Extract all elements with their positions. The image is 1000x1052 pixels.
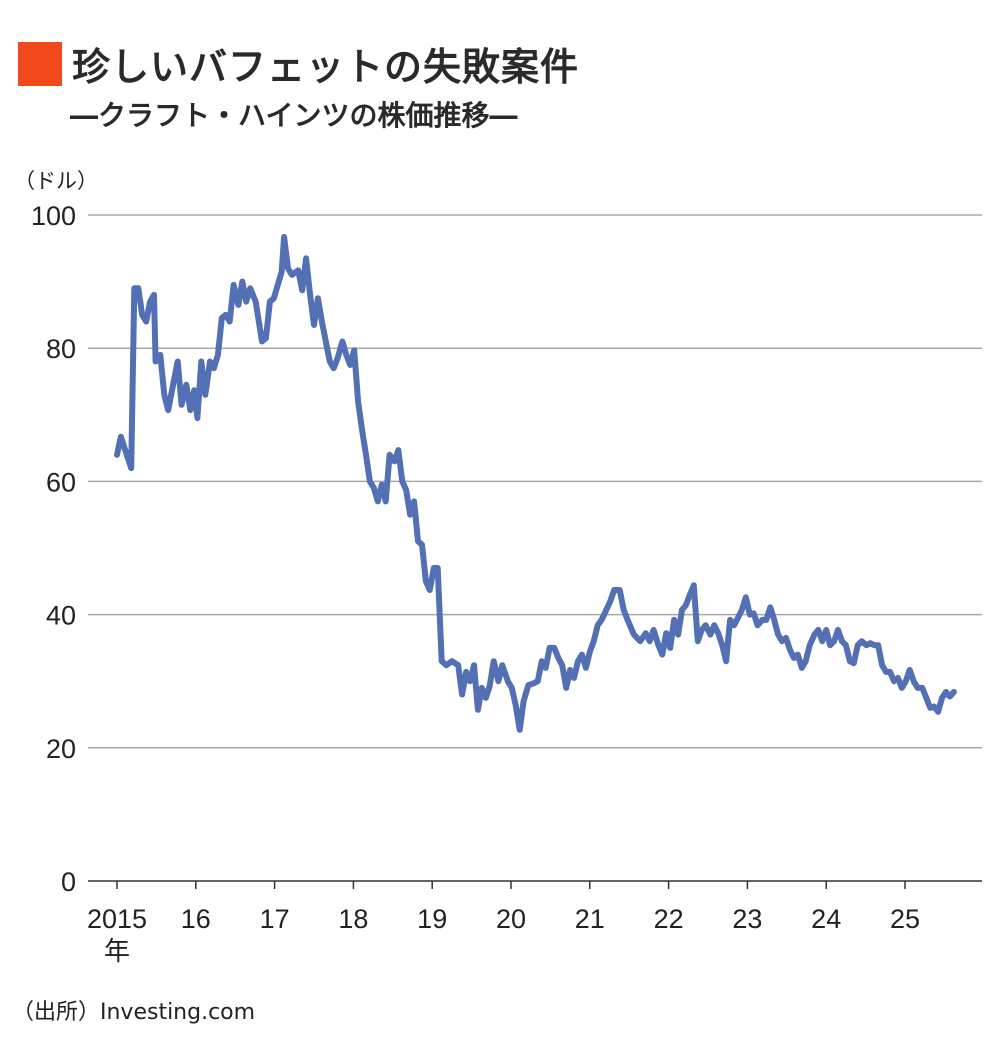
series-line-stock-price: [114, 234, 957, 733]
x-tick-label: 18: [338, 904, 368, 934]
chart-subtitle: ―クラフト・ハインツの株価推移―: [70, 99, 518, 132]
chart-title-block: 珍しいバフェットの失敗案件: [18, 36, 579, 91]
y-tick-label: 100: [31, 201, 76, 231]
x-tick-label: 17: [260, 904, 290, 934]
x-tick-label: 24: [811, 904, 841, 934]
y-axis-unit-label: （ドル）: [14, 170, 98, 193]
x-tick-label: 20: [496, 904, 526, 934]
x-tick-label: 19: [417, 904, 447, 934]
x-tick-label: 16: [181, 904, 211, 934]
y-tick-label: 0: [61, 867, 76, 897]
x-tick-label: 25: [890, 904, 920, 934]
chart-title: 珍しいバフェットの失敗案件: [72, 45, 580, 89]
y-tick-label: 60: [46, 467, 76, 497]
y-tick-label: 80: [46, 334, 76, 364]
x-tick-label: 21: [575, 904, 605, 934]
source-note: （出所）Investing.com: [12, 1000, 256, 1025]
x-tick-label: 2015: [87, 904, 147, 934]
x-tick-year-suffix: 年: [104, 936, 130, 966]
y-tick-label: 20: [46, 734, 76, 764]
x-tick-label: 22: [654, 904, 684, 934]
y-tick-label: 40: [46, 601, 76, 631]
title-marker-square: [18, 41, 62, 86]
x-tick-label: 23: [732, 904, 762, 934]
